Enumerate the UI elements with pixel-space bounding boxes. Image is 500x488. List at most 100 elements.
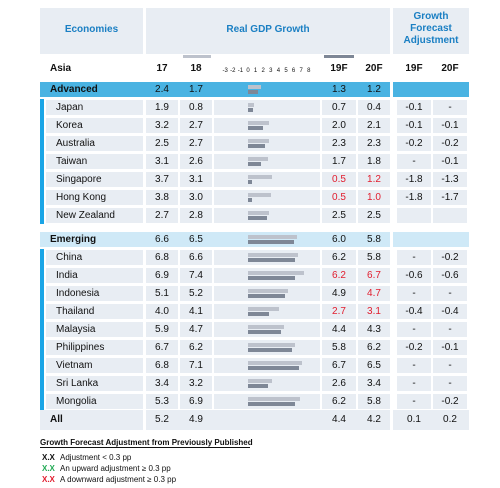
cell-adj-20f: -0.1 xyxy=(441,342,459,353)
cell-bg xyxy=(46,340,143,355)
row-label: China xyxy=(56,252,83,263)
group-accent-bar xyxy=(40,249,44,410)
legend-swatch-18 xyxy=(183,55,211,58)
cell-bg xyxy=(397,394,431,409)
header-economies-bg xyxy=(40,8,143,54)
table-row: Taiwan 3.1 2.6 1.7 1.8 - -0.1 xyxy=(0,153,500,171)
cell-adj-19f: -0.2 xyxy=(405,342,423,353)
cell-bg xyxy=(322,208,356,223)
cell-bg xyxy=(322,268,356,283)
bar-2018 xyxy=(248,193,271,197)
bar-2018 xyxy=(248,103,255,107)
col-header-18: 18 xyxy=(190,63,202,74)
cell-bg xyxy=(433,136,467,151)
axis-tick-label: 5 xyxy=(284,68,288,74)
bar-2019f xyxy=(248,126,264,130)
cell-20f: 4.7 xyxy=(367,288,381,299)
cell-bg xyxy=(180,394,212,409)
axis-tick-label: 3 xyxy=(269,68,273,74)
cell-17: 2.7 xyxy=(155,210,169,221)
cell-bg xyxy=(46,286,143,301)
cell-bg xyxy=(433,394,467,409)
cell-bg xyxy=(46,208,143,223)
cell-bg xyxy=(146,154,178,169)
cell-18: 2.6 xyxy=(189,156,203,167)
table-row: Philippines 6.7 6.2 5.8 6.2 -0.2 -0.1 xyxy=(0,339,500,357)
row-label-asia: Asia xyxy=(50,63,72,74)
cell-19f: 4.4 xyxy=(332,324,346,335)
bar-2019f xyxy=(248,144,266,148)
cell-bg xyxy=(46,100,143,115)
bar-2019f xyxy=(248,276,296,280)
cell-bg xyxy=(397,340,431,355)
bar-2018 xyxy=(248,397,301,401)
row-label: Emerging xyxy=(50,234,97,245)
cell-18: 3.0 xyxy=(189,192,203,203)
cell-17: 5.9 xyxy=(155,324,169,335)
bar-2019f xyxy=(248,240,294,244)
cell-bg xyxy=(397,154,431,169)
cell-adj-20f: - xyxy=(448,378,452,389)
cell-bg xyxy=(397,358,431,373)
cell-bg xyxy=(180,154,212,169)
cell-bg xyxy=(397,190,431,205)
row-label: Japan xyxy=(56,102,84,113)
cell-17: 6.7 xyxy=(155,342,169,353)
cell-18: 7.4 xyxy=(189,270,203,281)
cell-20f: 0.4 xyxy=(367,102,381,113)
cell-bg xyxy=(146,208,178,223)
bar-2019f xyxy=(248,312,269,316)
cell-19f: 6.2 xyxy=(332,270,346,281)
cell-bg xyxy=(397,208,431,223)
cell-bg xyxy=(358,208,390,223)
cell-19f: 6.7 xyxy=(332,360,346,371)
bar-2018 xyxy=(248,379,273,383)
cell-bg xyxy=(358,136,390,151)
cell-adj-20f: - xyxy=(448,288,452,299)
axis-tick-label: 8 xyxy=(307,68,311,74)
total-label: All xyxy=(50,414,63,425)
cell-bg xyxy=(146,322,178,337)
cell-20f: 3.1 xyxy=(367,306,381,317)
cell-bg xyxy=(146,340,178,355)
cell-adj-19f: -1.8 xyxy=(405,174,423,185)
cell-18: 3.2 xyxy=(189,378,203,389)
axis-tick-label: 0 xyxy=(246,68,250,74)
cell-bg xyxy=(358,394,390,409)
bar-2018 xyxy=(248,253,299,257)
cell-17: 3.8 xyxy=(155,192,169,203)
row-label: Indonesia xyxy=(56,288,100,299)
cell-20f: 6.5 xyxy=(367,360,381,371)
cell-bg xyxy=(180,208,212,223)
bar-2018 xyxy=(248,343,296,347)
cell-bg xyxy=(397,118,431,133)
cell-bg xyxy=(358,250,390,265)
cell-bg xyxy=(433,304,467,319)
row-label: Sri Lanka xyxy=(56,378,99,389)
cell-17: 2.5 xyxy=(155,138,169,149)
cell-bg xyxy=(397,376,431,391)
cell-bg xyxy=(322,286,356,301)
bar-2019f xyxy=(248,366,299,370)
cell-bg xyxy=(322,322,356,337)
cell-bg xyxy=(146,172,178,187)
axis-tick-label: 4 xyxy=(276,68,281,74)
cell-bg xyxy=(46,136,143,151)
advanced-row-highlight-adj xyxy=(393,82,469,97)
cell-bg xyxy=(214,322,320,337)
legend-underline xyxy=(40,447,250,448)
bar-2019f xyxy=(248,294,286,298)
cell-bg xyxy=(433,100,467,115)
cell-bg xyxy=(46,358,143,373)
cell-bg xyxy=(322,304,356,319)
cell-18: 0.8 xyxy=(189,102,203,113)
cell-20f: 4.3 xyxy=(367,324,381,335)
cell-bg xyxy=(180,100,212,115)
bar-2018 xyxy=(248,361,302,365)
cell-bg xyxy=(433,268,467,283)
legend-glyph: X.X xyxy=(42,453,55,462)
cell-adj-20f: - xyxy=(448,102,452,113)
cell-19f: 0.5 xyxy=(332,192,346,203)
cell-bg xyxy=(433,376,467,391)
legend-glyph: X.X xyxy=(42,464,55,473)
